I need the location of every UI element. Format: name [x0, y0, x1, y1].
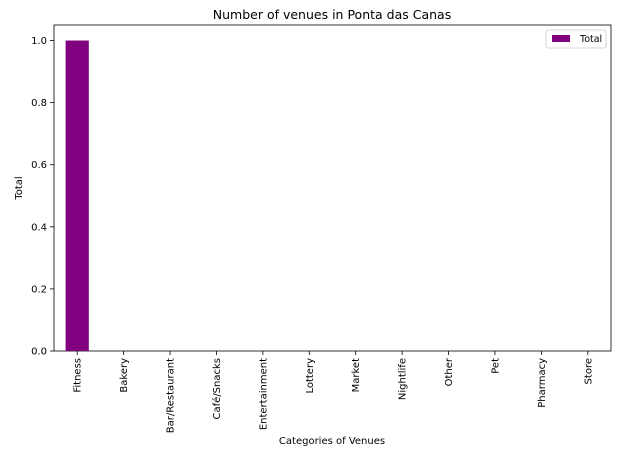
x-tick-label: Café/Snacks	[211, 358, 223, 419]
x-tick-label: Fitness	[73, 358, 84, 393]
x-tick-label: Nightlife	[398, 358, 409, 400]
y-tick-label: 0.4	[31, 222, 47, 233]
bar	[65, 40, 89, 352]
x-axis: Fitness Bakery Bar/Restaurant Café/Snacks En…	[73, 351, 594, 433]
chart-title: Number of venues in Ponta das Canas	[213, 7, 451, 22]
y-axis: 0.0 0.2 0.4 0.6 0.8 1.0	[31, 36, 54, 358]
x-tick-label: Lottery	[305, 358, 316, 394]
y-tick-label: 0.8	[31, 98, 47, 109]
plot-area	[53, 24, 612, 352]
x-tick-label: Bakery	[119, 358, 130, 393]
x-tick-label: Market	[351, 358, 362, 392]
bars	[65, 40, 89, 352]
x-tick-label: Other	[444, 357, 455, 386]
x-tick-label: Bar/Restaurant	[166, 358, 177, 433]
x-axis-label: Categories of Venues	[279, 436, 385, 447]
legend: Total	[545, 29, 607, 49]
y-tick-label: 1.0	[31, 36, 47, 47]
y-tick-label: 0.0	[31, 347, 47, 358]
x-tick-label: Entertainment	[258, 358, 269, 430]
x-tick-label: Store	[583, 358, 594, 384]
legend-swatch	[552, 35, 570, 42]
legend-frame	[545, 29, 607, 49]
y-axis-label: Total	[14, 176, 25, 200]
x-tick-label: Pet	[490, 358, 501, 374]
legend-label: Total	[579, 34, 602, 45]
x-tick-label: Pharmacy	[537, 358, 548, 408]
y-tick-label: 0.2	[31, 284, 47, 295]
y-tick-label: 0.6	[31, 160, 47, 171]
